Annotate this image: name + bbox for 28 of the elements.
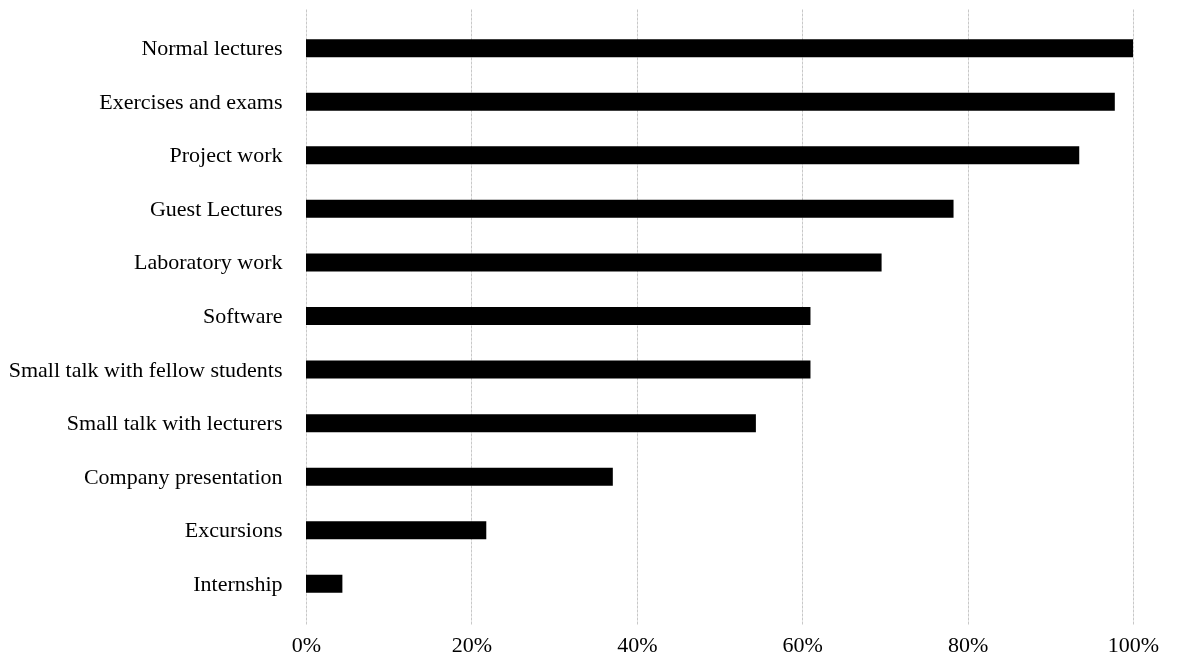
x-tick-label: 0% — [291, 631, 322, 657]
y-tick-label: Exercises and exams — [99, 88, 283, 114]
bar — [306, 199, 954, 218]
y-tick-label: Small talk with fellow students — [8, 356, 283, 382]
y-tick-label: Project work — [169, 142, 283, 168]
bar — [306, 414, 756, 433]
bar — [306, 92, 1115, 111]
x-tick-label: 60% — [782, 631, 823, 657]
x-tick-label: 80% — [947, 631, 989, 657]
bar — [306, 574, 343, 593]
bar — [306, 360, 811, 379]
bar — [306, 467, 613, 486]
y-tick-label: Excursions — [184, 517, 283, 543]
y-tick-label: Normal lectures — [141, 35, 283, 61]
x-tick-label: 100% — [1107, 631, 1160, 657]
y-tick-label: Laboratory work — [134, 249, 283, 275]
bar — [306, 307, 811, 325]
bar — [306, 253, 882, 272]
y-tick-label: Software — [203, 303, 283, 328]
bar — [306, 521, 487, 540]
x-tick-label: 20% — [451, 631, 493, 657]
y-tick-label: Internship — [193, 570, 283, 596]
x-tick-label: 40% — [617, 631, 658, 657]
bar — [306, 146, 1080, 165]
y-tick-label: Small talk with lecturers — [66, 410, 283, 436]
y-tick-label: Company presentation — [83, 463, 283, 489]
y-tick-label: Guest Lectures — [149, 195, 283, 221]
bar — [306, 39, 1133, 58]
